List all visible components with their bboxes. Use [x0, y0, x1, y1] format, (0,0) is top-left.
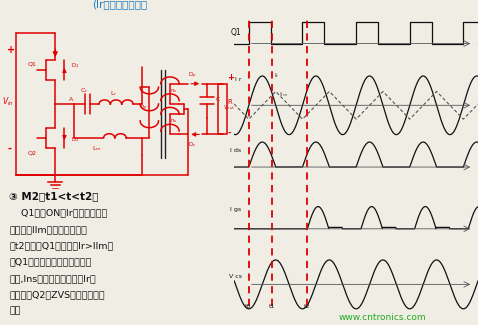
Text: 件。: 件。: [10, 307, 21, 316]
Text: t0: t0: [244, 304, 251, 308]
Bar: [218, 84, 228, 135]
Text: ③ M2（t1<t<t2）: ③ M2（t1<t<t2）: [10, 191, 99, 201]
Text: 导通,Ins依然有电流，同时Ir的: 导通,Ins依然有电流，同时Ir的: [10, 274, 96, 283]
Text: Q1: Q1: [231, 28, 241, 37]
Text: 在Q1关断时，副边二极管依然: 在Q1关断时，副边二极管依然: [10, 258, 92, 266]
Text: 律增大，Ilm依然线性上升，: 律增大，Ilm依然线性上升，: [10, 225, 87, 234]
Text: I gs: I gs: [230, 207, 241, 212]
Text: I$_r$: I$_r$: [274, 72, 281, 80]
Text: t1: t1: [269, 304, 275, 308]
Text: C$_r$: C$_r$: [80, 86, 89, 95]
Text: Q1已经ON，Ir依然以正弦规: Q1已经ON，Ir依然以正弦规: [10, 208, 108, 217]
Text: 存在，为Q2的ZVS开通创造了条: 存在，为Q2的ZVS开通创造了条: [10, 290, 105, 299]
Text: n$_s$: n$_s$: [170, 87, 177, 95]
Text: +: +: [7, 45, 15, 55]
Text: D$_p$: D$_p$: [188, 71, 197, 81]
Text: Q1: Q1: [28, 61, 37, 66]
Text: +: +: [228, 73, 234, 82]
Text: I$_{lm}$: I$_{lm}$: [279, 90, 288, 99]
Text: n$_s$: n$_s$: [170, 118, 177, 125]
Text: V cs: V cs: [228, 274, 241, 279]
Text: R: R: [228, 99, 232, 105]
Text: -: -: [7, 143, 11, 153]
Text: D$_2$: D$_2$: [71, 135, 80, 144]
Text: A: A: [69, 97, 73, 102]
Text: C: C: [216, 97, 220, 102]
Text: I ds: I ds: [230, 148, 241, 153]
Text: $V_{out}$: $V_{out}$: [223, 103, 235, 112]
Text: L$_r$: L$_r$: [110, 89, 118, 98]
Text: -: -: [228, 129, 231, 138]
Text: D$_1$: D$_1$: [71, 61, 80, 70]
Text: I r: I r: [235, 77, 241, 82]
Text: 在t2时刻，Q1关断，但Ir>Ilm，: 在t2时刻，Q1关断，但Ir>Ilm，: [10, 241, 114, 250]
Text: n$_p$: n$_p$: [140, 104, 148, 113]
Text: www.cntronics.com: www.cntronics.com: [338, 313, 426, 322]
Text: (Ir从左向右为正）: (Ir从左向右为正）: [92, 0, 147, 9]
Text: L$_m$: L$_m$: [92, 144, 101, 152]
Text: $V_{in}$: $V_{in}$: [2, 95, 14, 108]
Text: Q2: Q2: [28, 151, 37, 156]
Text: D$_s$: D$_s$: [188, 140, 196, 149]
Text: t2: t2: [304, 304, 311, 308]
